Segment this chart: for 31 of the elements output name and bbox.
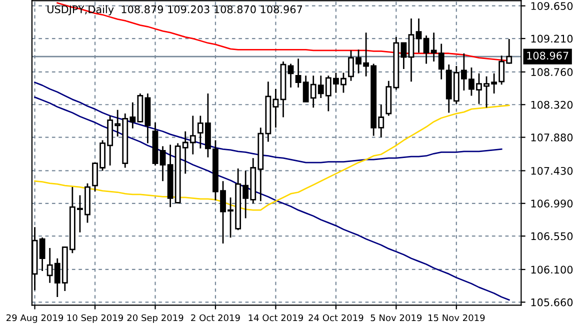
candlestick xyxy=(272,88,279,128)
line-series xyxy=(34,104,510,211)
candlestick xyxy=(288,63,294,88)
x-tick-label: 2 Oct 2019 xyxy=(191,314,240,322)
x-tick-label: 14 Oct 2019 xyxy=(248,314,303,322)
candlestick xyxy=(400,42,407,70)
y-tick-label: 106.990 xyxy=(531,200,573,208)
candlestick xyxy=(416,18,422,54)
y-tick-label: 107.880 xyxy=(531,134,573,142)
candlestick xyxy=(423,34,430,64)
y-tick-label: 105.660 xyxy=(531,298,573,306)
candlestick xyxy=(295,58,302,88)
candlestick xyxy=(160,146,166,182)
y-tick-label: 106.550 xyxy=(531,232,573,240)
line-series xyxy=(34,82,502,164)
x-tick-label: 10 Sep 2019 xyxy=(67,314,123,323)
candlestick xyxy=(408,18,414,82)
y-tick-label: 109.210 xyxy=(531,34,573,43)
line-series xyxy=(34,96,510,301)
x-tick-label: 20 Sep 2019 xyxy=(127,314,184,323)
x-tick-label: 24 Oct 2019 xyxy=(308,314,364,322)
x-tick-label: 15 Nov 2019 xyxy=(428,314,485,322)
ref-line-label: 108.967 xyxy=(527,52,568,60)
x-tick-label: 5 Nov 2019 xyxy=(370,314,422,322)
y-tick-label: 106.100 xyxy=(531,266,573,274)
y-tick-label: 108.320 xyxy=(531,100,573,109)
x-tick-label: 29 Aug 2019 xyxy=(6,314,64,323)
candlestick xyxy=(39,236,46,272)
y-tick-label: 109.650 xyxy=(531,2,573,10)
y-tick-label: 108.760 xyxy=(531,68,573,76)
y-tick-label: 107.430 xyxy=(531,166,573,175)
